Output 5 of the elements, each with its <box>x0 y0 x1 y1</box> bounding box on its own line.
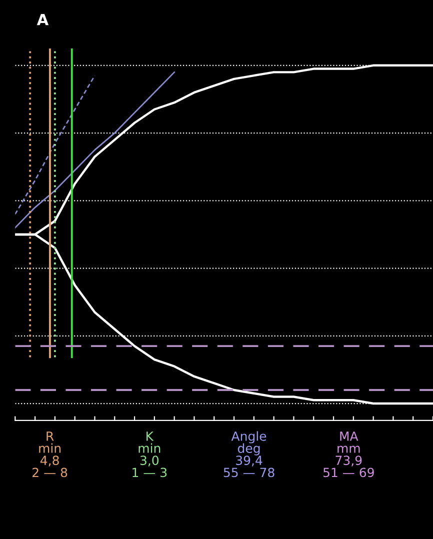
text: R min 4,8 2 — 8 <box>32 432 68 478</box>
text: Angle deg 39,4 55 — 78 <box>224 431 274 478</box>
text: MA mm 73,9 51 — 69 <box>323 432 374 478</box>
chart-title: A <box>36 14 49 26</box>
text: K min 3,0 1 — 3 <box>132 432 167 478</box>
